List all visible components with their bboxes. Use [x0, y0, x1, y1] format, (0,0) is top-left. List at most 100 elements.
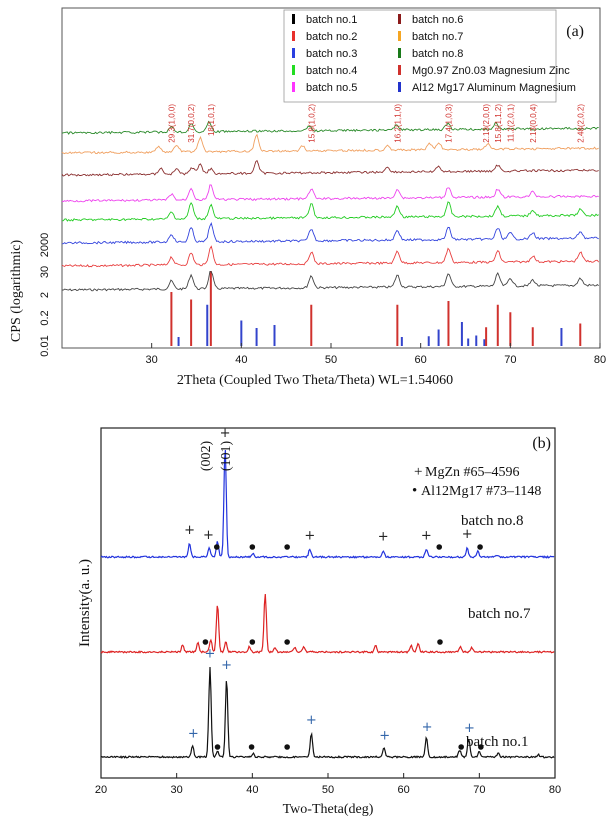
al12mg17-marker-batch-no-1-4: [478, 744, 484, 750]
mgzn-peak-label-1: 31.7(0,0,2): [187, 104, 196, 143]
mgzn-marker-batch-no-8-0: +: [184, 523, 195, 538]
panel-b-legend-al-label: Al12Mg17 #73–1148: [421, 484, 541, 499]
mgzn-marker-batch-no-1-2: +: [221, 658, 232, 673]
panel-b-x-tick-20: 20: [95, 784, 107, 796]
series-label-batch-8: batch no.8: [461, 513, 523, 529]
al12mg17-marker-batch-no-1-1: [248, 744, 255, 750]
panel-b-markers: + + + + + + + + + + + + + +: [184, 426, 484, 750]
panel-a-legend-box: [283, 9, 557, 103]
xrd-trace-batch-no-8: [100, 449, 555, 559]
panel-a-legend-entry-batch-no-5: batch no.5: [306, 82, 357, 94]
al12mg17-marker-batch-no-8-0: [213, 544, 220, 550]
panel-b-x-tick-50: 50: [322, 784, 334, 796]
panel-a-legend-entry-al12-mg17-aluminum-magnesium: Al12 Mg17 Aluminum Magnesium: [412, 82, 576, 94]
al12mg17-marker-batch-no-7-1: [249, 639, 256, 645]
mgzn-marker-batch-no-8-2: +: [220, 426, 231, 441]
al12mg17-marker-batch-no-7-0: [202, 639, 209, 645]
panel-a-x-tick-50: 50: [325, 354, 337, 366]
panel-a-peak-labels: 29.3(1,0,0) 31.7(0,0,2) 18(1,0,1) 15.8(1,0,…: [167, 104, 585, 143]
mgzn-marker-batch-no-1-6: +: [464, 721, 475, 736]
mgzn-peak-label-7: 15.8(1,1,2): [494, 104, 503, 143]
xrd-trace-batch-no-8: [61, 120, 599, 135]
panel-b-x-ticks: 20 30 40 50 60 70 80: [95, 773, 561, 796]
mgzn-marker-batch-no-8-1: +: [203, 528, 214, 543]
panel-b-legend-al-marker: •: [412, 483, 417, 499]
panel-b-index-101: (101): [219, 441, 234, 472]
series-label-batch-7: batch no.7: [468, 606, 531, 622]
panel-a-traces: [61, 120, 600, 292]
panel-a-x-tick-40: 40: [235, 354, 247, 366]
panel-a-legend-entry-batch-no-2: batch no.2: [306, 31, 357, 43]
mgzn-marker-batch-no-8-6: +: [462, 527, 473, 542]
panel-a-legend-entry-batch-no-8: batch no.8: [412, 48, 463, 60]
panel-b-plot-frame: [100, 427, 556, 779]
xrd-trace-batch-no-3: [61, 222, 599, 245]
panel-b-x-label: Two-Theta(deg): [283, 802, 374, 817]
mgzn-peak-label-6: 2.13(2,0,0): [482, 104, 491, 143]
xrd-trace-batch-no-6: [61, 159, 599, 177]
xrd-trace-batch-no-2: [61, 245, 600, 268]
panel-b-legend-mgzn-label: MgZn #65–4596: [425, 465, 520, 480]
panel-a-y-tick-30: 30: [39, 266, 51, 278]
panel-a-legend-entry-batch-no-6: batch no.6: [412, 14, 463, 26]
panel-b-x-tick-30: 30: [171, 784, 183, 796]
panel-b-traces: [100, 449, 555, 759]
al12mg17-marker-batch-no-7-2: [284, 639, 290, 645]
xrd-trace-batch-no-5: [61, 184, 599, 203]
panel-a-y-tick-0-2: 0.2: [39, 310, 51, 325]
mgzn-marker-batch-no-8-3: +: [304, 528, 315, 543]
panel-a-legend-entry-batch-no-1: batch no.1: [306, 14, 357, 26]
mgzn-peak-label-3: 15.8(1,0,2): [307, 104, 316, 143]
panel-b-x-tick-70: 70: [473, 784, 485, 796]
panel-a-legend-swatch-batch-no-4: [292, 65, 295, 75]
al12mg17-marker-batch-no-1-2: [284, 744, 290, 750]
mgzn-peak-label-0: 29.3(1,0,0): [167, 104, 176, 143]
panel-a-legend-entry-batch-no-7: batch no.7: [412, 31, 463, 43]
panel-a-legend-entry-batch-no-3: batch no.3: [306, 48, 357, 60]
panel-a-x-tick-30: 30: [146, 354, 158, 366]
mgzn-peak-label-9: 2.13(0,0,4): [529, 104, 538, 143]
mgzn-peak-label-8: 11.2(2,0,1): [506, 104, 515, 142]
al12mg17-marker-batch-no-1-0: [214, 744, 221, 750]
panel-a-x-label: 2Theta (Coupled Two Theta/Theta) WL=1.54…: [177, 373, 453, 388]
mgzn-peak-label-5: 17.4(1,0,3): [444, 104, 453, 143]
panel-b-x-tick-60: 60: [398, 784, 410, 796]
panel-a-legend: batch no.1 batch no.6 batch no.2 batch no.7…: [283, 9, 576, 103]
panel-a-legend-entry-mg0-97-zn0-03-magnesium-zinc: Mg0.97 Zn0.03 Magnesium Zinc: [412, 65, 570, 77]
panel-b: + + + + + + + + + + + + + + 20 30 40 50 60 70 80 Two-Theta(…: [77, 426, 561, 817]
mgzn-marker-batch-no-1-3: +: [306, 713, 317, 728]
panel-a-legend-swatch-batch-no-7: [398, 31, 401, 41]
panel-a-x-ticks: 30 40 50 60 70 80: [146, 343, 606, 366]
panel-b-legend-mgzn-marker: +: [414, 464, 422, 480]
mgzn-peak-label-4: 16.2(1,1,0): [393, 104, 402, 143]
al12mg17-marker-batch-no-8-4: [477, 544, 483, 550]
panel-a-legend-swatch-batch-no-8: [398, 48, 401, 58]
panel-a-y-tick-2: 2: [39, 292, 51, 298]
panel-a-y-tick-2000: 2000: [39, 233, 51, 257]
panel-a-legend-swatch-batch-no-2: [292, 31, 295, 41]
xrd-trace-batch-no-1: [100, 666, 555, 759]
panel-a-reference-lines: [170, 271, 582, 346]
mgzn-marker-batch-no-1-1: +: [205, 646, 216, 661]
panel-b-legend: + MgZn #65–4596 • Al12Mg17 #73–1148: [412, 464, 541, 499]
al12mg17-marker-batch-no-1-3: [458, 744, 464, 750]
panel-a-legend-swatch-al12-mg17-aluminum-magnesium: [398, 82, 401, 92]
series-label-batch-1: batch no.1: [466, 734, 528, 750]
panel-a-y-tick-0-01: 0.01: [39, 335, 51, 356]
xrd-trace-batch-no-7: [100, 593, 555, 654]
mgzn-marker-batch-no-1-0: +: [188, 727, 199, 742]
mgzn-marker-batch-no-8-5: +: [421, 528, 432, 543]
mgzn-peak-label-2: 18(1,0,1): [207, 104, 216, 136]
xrd-trace-batch-no-7: [61, 133, 599, 155]
panel-a-legend-swatch-batch-no-5: [292, 82, 295, 92]
panel-b-label: (b): [532, 435, 551, 452]
xrd-trace-batch-no-4: [61, 201, 599, 222]
panel-a: 29.3(1,0,0) 31.7(0,0,2) 18(1,0,1) 15.8(1,0,…: [9, 7, 606, 388]
panel-b-index-002: (002): [199, 441, 214, 472]
panel-a-legend-swatch-batch-no-1: [292, 14, 295, 24]
al12mg17-marker-batch-no-8-3: [436, 544, 443, 550]
panel-b-x-tick-80: 80: [549, 784, 561, 796]
panel-a-x-tick-80: 80: [594, 354, 606, 366]
panel-a-x-tick-60: 60: [415, 354, 427, 366]
xrd-trace-batch-no-1: [61, 270, 599, 292]
